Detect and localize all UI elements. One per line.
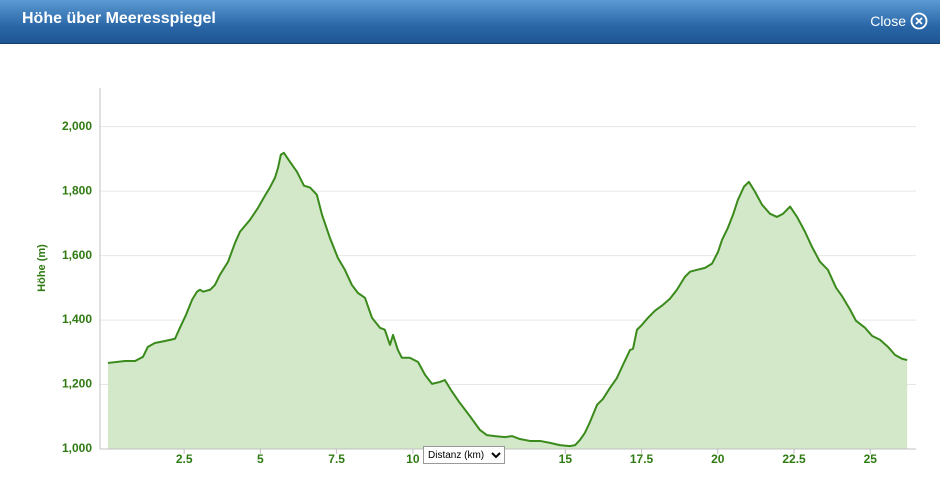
x-tick-label: 15 bbox=[559, 452, 573, 466]
y-axis-label: Höhe (m) bbox=[36, 244, 48, 292]
close-label: Close bbox=[870, 13, 906, 29]
x-tick-label: 25 bbox=[864, 452, 878, 466]
area-fill bbox=[107, 152, 908, 449]
elevation-line bbox=[107, 151, 908, 448]
y-tick-label: 2,000 bbox=[62, 119, 92, 133]
x-tick-label: 7.5 bbox=[328, 452, 345, 466]
y-tick-label: 1,400 bbox=[62, 312, 92, 326]
y-tick-label: 1,600 bbox=[62, 248, 92, 262]
x-tick-label: 20 bbox=[711, 452, 725, 466]
x-tick-label: 22.5 bbox=[782, 452, 806, 466]
x-axis-select[interactable]: Distanz (km) bbox=[423, 446, 505, 464]
y-tick-label: 1,800 bbox=[62, 183, 92, 197]
x-tick-label: 2.5 bbox=[176, 452, 193, 466]
dialog-title: Höhe über Meeresspiegel bbox=[22, 10, 216, 27]
y-tick-label: 1,000 bbox=[62, 441, 92, 455]
header-bar: Höhe über Meeresspiegel Close bbox=[0, 0, 940, 44]
close-icon bbox=[910, 12, 928, 30]
x-tick-label: 17.5 bbox=[630, 452, 654, 466]
close-button[interactable]: Close bbox=[870, 12, 928, 30]
x-tick-label: 5 bbox=[257, 452, 264, 466]
x-tick-label: 10 bbox=[406, 452, 420, 466]
y-tick-label: 1,200 bbox=[62, 377, 92, 391]
